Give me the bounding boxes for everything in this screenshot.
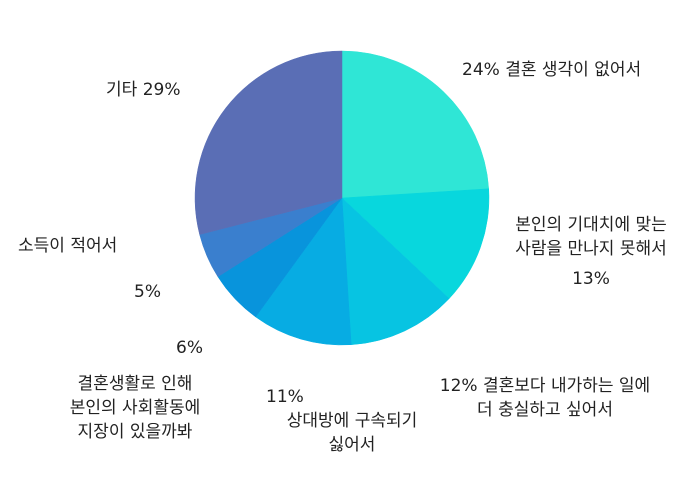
slice-category-line: 사람을 만나지 못해서 (515, 239, 667, 259)
slice-percent: 13% (572, 269, 610, 289)
slice-category-line: 결혼보다 내가하는 일에 (482, 376, 651, 396)
slice-label-partner: 상대방에 구속되기 싫어서 (262, 409, 442, 457)
slice-label-low-income: 소득이 적어서 (18, 236, 118, 256)
slice-category: 기타 (106, 80, 138, 100)
slice-label-focus-work: 12% 결혼보다 내가하는 일에 더 충실하고 싶어서 (400, 374, 690, 422)
slice-percent: 24% (462, 60, 500, 80)
slice-label-other: 기타 29% (106, 78, 180, 102)
pie-slice-3 (255, 197, 352, 346)
slice-category: 결혼 생각이 없어서 (505, 60, 642, 80)
pie-slice-6 (194, 50, 343, 235)
slice-percent: 29% (142, 80, 181, 100)
slice-category-line: 결혼생활로 인해 (77, 374, 193, 394)
slice-label-social: 결혼생활로 인해 본인의 사회활동에 지장이 있을까봐 (40, 372, 230, 444)
pie-slice-2 (341, 197, 450, 345)
slice-percent-partner: 11% (266, 387, 304, 407)
pie-slice-0 (341, 50, 489, 199)
slice-category-line: 상대방에 구속되기 (286, 411, 418, 431)
slice-percent-low-income: 5% (134, 282, 161, 302)
slice-category-line: 싫어서 (328, 435, 376, 455)
slice-category-line: 본인의 사회활동에 (69, 398, 201, 418)
slice-category-line: 더 충실하고 싶어서 (477, 400, 613, 420)
slice-category-line: 본인의 기대치에 맞는 (515, 215, 667, 235)
slice-label-no-intention: 24% 결혼 생각이 없어서 (462, 58, 641, 82)
slice-percent-social: 6% (176, 338, 203, 358)
slice-category-line: 지장이 있을까봐 (77, 422, 193, 442)
pie-slice-1 (341, 188, 490, 299)
slice-label-no-match: 본인의 기대치에 맞는 사람을 만나지 못해서 13% (486, 213, 696, 291)
slice-percent: 12% (439, 376, 478, 396)
